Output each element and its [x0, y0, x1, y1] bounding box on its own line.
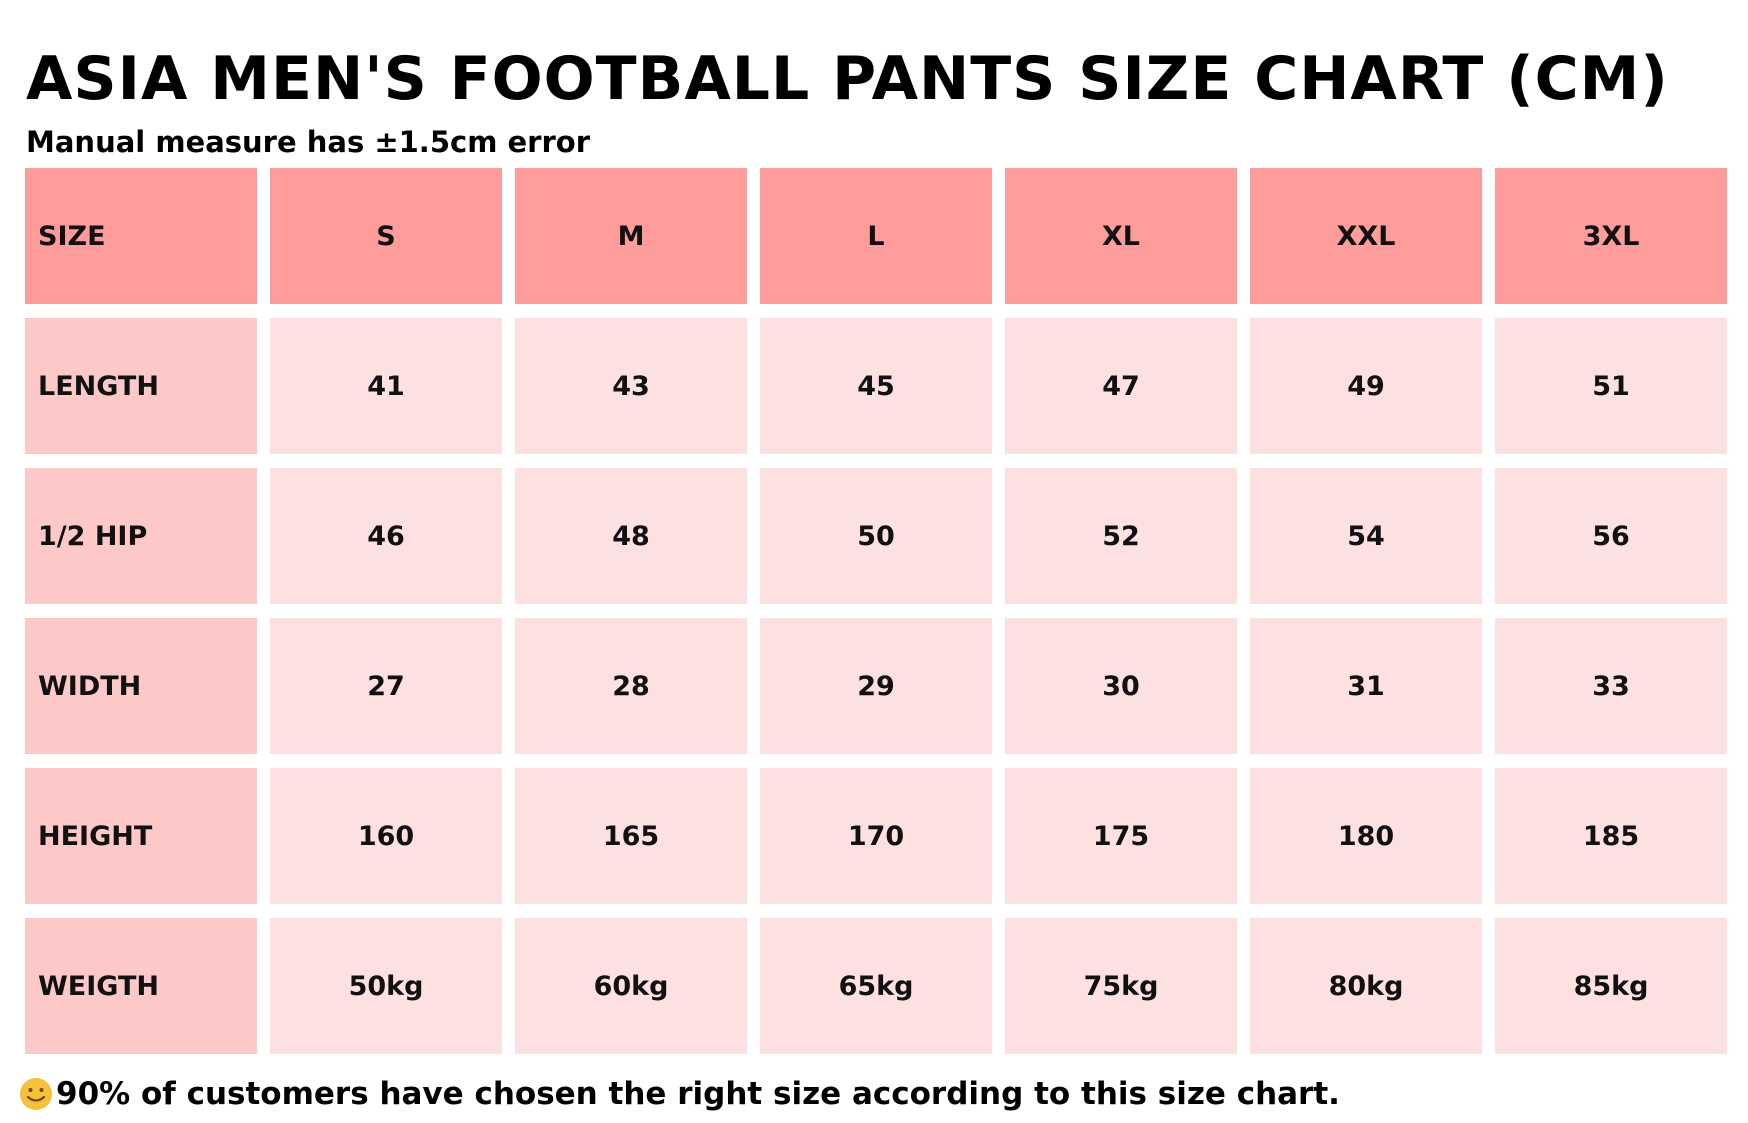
value-cell: 50 [760, 468, 1005, 618]
value-cell: 30 [1005, 618, 1250, 768]
value-cell: 60kg [515, 918, 760, 1054]
value-cell: 50kg [270, 918, 515, 1054]
measurement-note: Manual measure has ±1.5cm error [26, 125, 590, 159]
value-cell: 170 [760, 768, 1005, 918]
value-cell: 51 [1495, 318, 1727, 468]
value-cell: 41 [270, 318, 515, 468]
smiling-face-icon [18, 1076, 54, 1112]
value-cell: 85kg [1495, 918, 1727, 1054]
value-cell: 33 [1495, 618, 1727, 768]
value-cell: 54 [1250, 468, 1495, 618]
value-cell: 160 [270, 768, 515, 918]
size-header-cell: XXL [1250, 168, 1495, 318]
value-cell: 28 [515, 618, 760, 768]
size-header-cell: L [760, 168, 1005, 318]
size-header-cell: M [515, 168, 760, 318]
value-cell: 43 [515, 318, 760, 468]
page-title: ASIA MEN'S FOOTBALL PANTS SIZE CHART (CM… [26, 44, 1669, 114]
header-row: SIZE S M L XL XXL 3XL [25, 168, 1727, 318]
value-cell: 80kg [1250, 918, 1495, 1054]
value-cell: 47 [1005, 318, 1250, 468]
table-row: WEIGTH 50kg 60kg 65kg 75kg 80kg 85kg [25, 918, 1727, 1054]
value-cell: 180 [1250, 768, 1495, 918]
row-label-cell: WEIGTH [25, 918, 270, 1054]
value-cell: 185 [1495, 768, 1727, 918]
value-cell: 175 [1005, 768, 1250, 918]
value-cell: 52 [1005, 468, 1250, 618]
size-header-cell: 3XL [1495, 168, 1727, 318]
table-row: 1/2 HIP 46 48 50 52 54 56 [25, 468, 1727, 618]
table-row: LENGTH 41 43 45 47 49 51 [25, 318, 1727, 468]
row-label-cell: WIDTH [25, 618, 270, 768]
footnote-text: 90% of customers have chosen the right s… [56, 1076, 1340, 1112]
size-header-cell: XL [1005, 168, 1250, 318]
value-cell: 31 [1250, 618, 1495, 768]
value-cell: 27 [270, 618, 515, 768]
value-cell: 65kg [760, 918, 1005, 1054]
value-cell: 165 [515, 768, 760, 918]
value-cell: 45 [760, 318, 1005, 468]
table-row: HEIGHT 160 165 170 175 180 185 [25, 768, 1727, 918]
header-label-cell: SIZE [25, 168, 270, 318]
size-chart-table: SIZE S M L XL XXL 3XL LENGTH 41 43 45 47… [25, 168, 1727, 1054]
row-label-cell: LENGTH [25, 318, 270, 468]
table-row: WIDTH 27 28 29 30 31 33 [25, 618, 1727, 768]
customer-fit-note: 90% of customers have chosen the right s… [18, 1072, 1340, 1116]
row-label-cell: 1/2 HIP [25, 468, 270, 618]
value-cell: 75kg [1005, 918, 1250, 1054]
value-cell: 29 [760, 618, 1005, 768]
row-label-cell: HEIGHT [25, 768, 270, 918]
size-header-cell: S [270, 168, 515, 318]
value-cell: 49 [1250, 318, 1495, 468]
value-cell: 56 [1495, 468, 1727, 618]
value-cell: 48 [515, 468, 760, 618]
value-cell: 46 [270, 468, 515, 618]
